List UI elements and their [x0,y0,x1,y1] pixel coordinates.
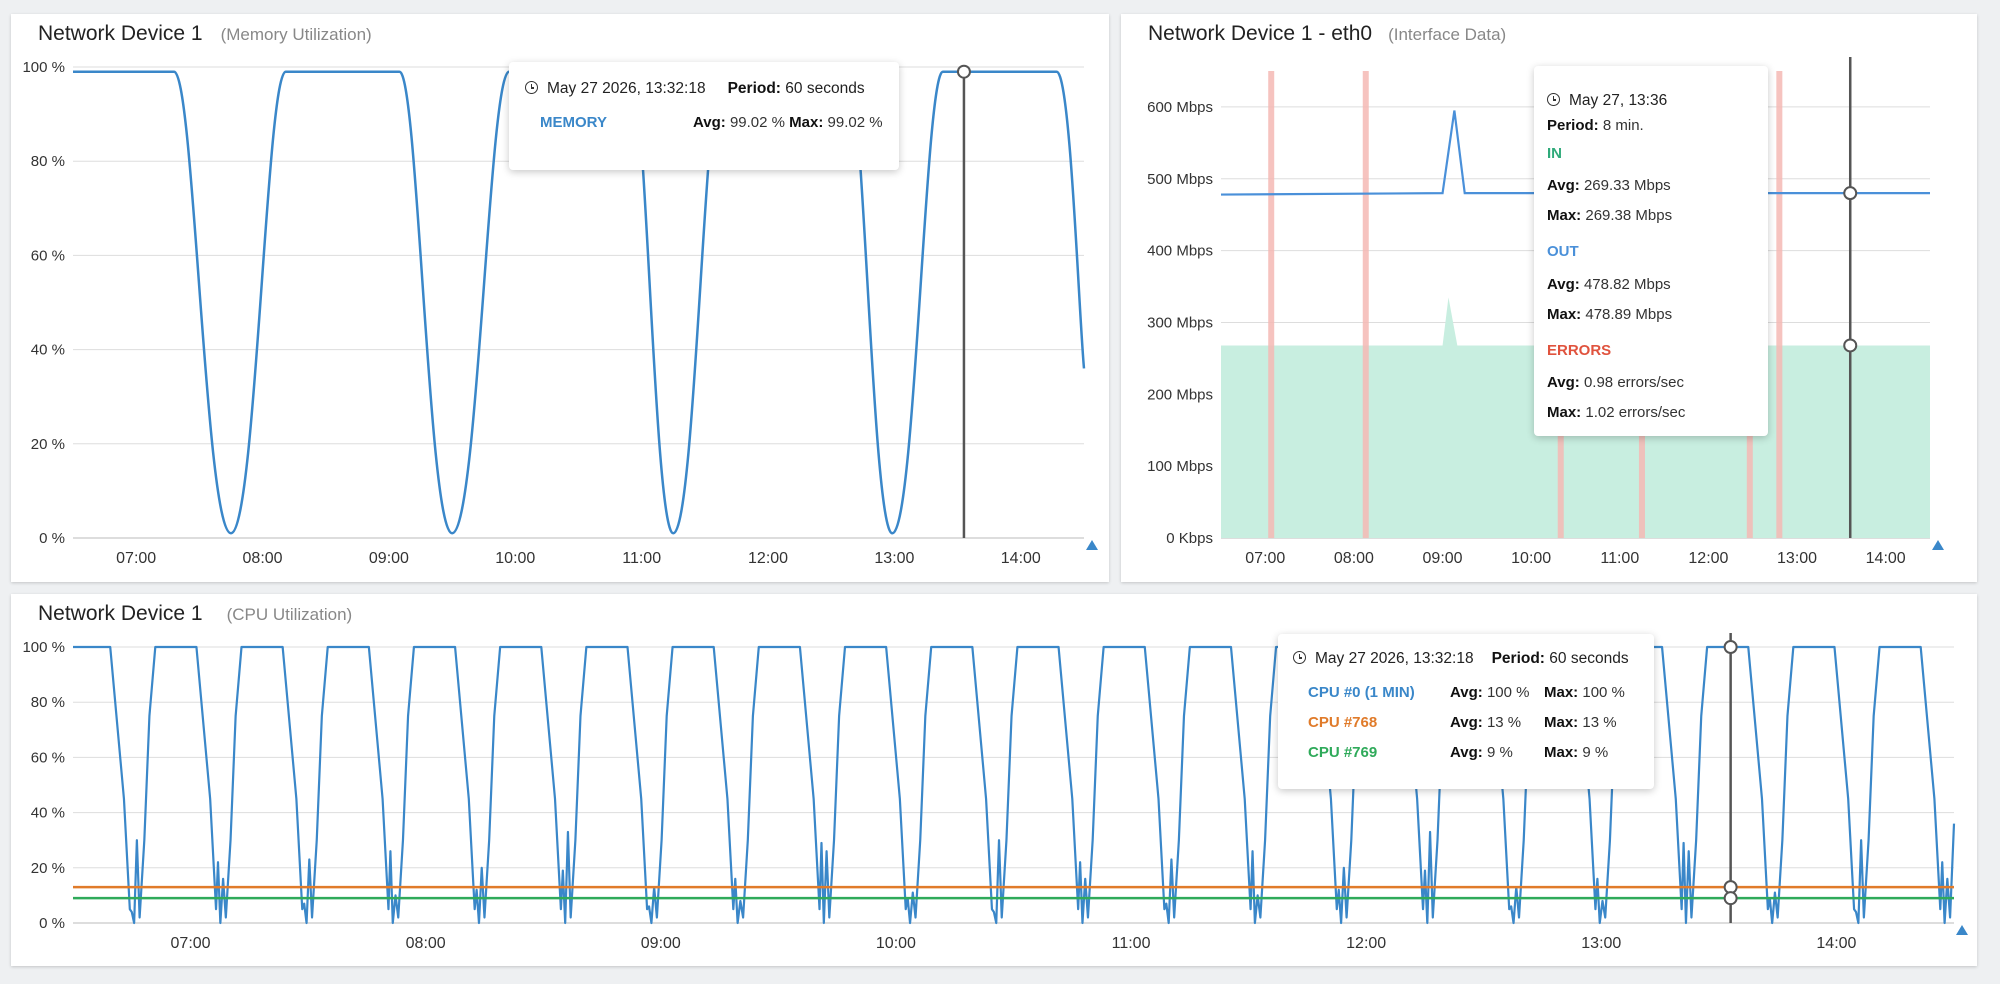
x-tick-label: 12:00 [1688,550,1728,567]
panel-subtitle: (CPU Utilization) [226,605,353,624]
x-tick-label: 08:00 [406,935,446,952]
cpu0-series-line [73,645,1956,925]
y-tick-label: 40 % [31,342,65,359]
y-tick-label: 60 % [31,749,65,766]
cursor-point [1723,640,1738,654]
panel-subtitle: (Interface Data) [1388,25,1507,44]
x-tick-label: 08:00 [243,550,283,567]
x-tick-label: 10:00 [495,550,535,567]
x-tick-label: 07:00 [171,935,211,952]
x-tick-label: 13:00 [1777,550,1817,567]
y-tick-label: 100 % [22,59,65,76]
panel-title: Network Device 1 (Memory Utilization) [38,22,372,45]
x-tick-label: 12:00 [748,550,788,567]
cursor-point [956,64,971,79]
cpu-panel: Network Device 1 (CPU Utilization) 0 % 20 … [11,594,1977,966]
out-label: OUT [1547,243,1579,260]
cursor-point [1723,891,1738,906]
errors-label: ERRORS [1547,342,1612,359]
x-tick-label: 07:00 [1245,550,1285,567]
y-tick-label: 300 Mbps [1147,314,1213,331]
memory-series-line [73,70,1086,535]
x-tick-label: 11:00 [1600,550,1639,567]
y-tick-label: 100 % [22,639,65,656]
cursor-point [1843,338,1858,353]
x-tick-label: 12:00 [1346,935,1386,952]
scroll-marker-icon [1956,925,1968,935]
x-tick-label: 08:00 [1334,550,1374,567]
x-tick-label: 14:00 [1866,550,1906,567]
y-tick-label: 600 Mbps [1147,99,1213,116]
tooltip-time: May 27 2026, 13:32:18 [547,80,706,97]
error-bar [1776,71,1783,538]
error-bar [1362,71,1369,538]
y-tick-label: 0 % [39,915,65,932]
x-tick-label: 14:00 [1001,550,1041,567]
panel-title: Network Device 1 - eth0 (Interface Data) [1148,22,1507,45]
y-tick-label: 20 % [31,436,65,453]
x-tick-label: 10:00 [1511,550,1551,567]
memory-panel: Network Device 1 (Memory Utilization) 0 %… [11,14,1109,582]
tooltip-series-name: MEMORY [540,114,607,131]
x-tick-label: 07:00 [116,550,156,567]
y-tick-label: 80 % [31,694,65,711]
interface-panel: Network Device 1 - eth0 (Interface Data) … [1121,14,1977,582]
x-tick-label: 11:00 [622,550,661,567]
memory-tooltip: May 27 2026, 13:32:18 Period: 60 seconds … [509,62,899,170]
scroll-marker-icon [1086,540,1098,550]
cpu-chart[interactable]: 0 % 20 % 40 % 60 % 80 % 100 % 07:00 08:00 09:00 1… [11,594,1977,966]
memory-chart[interactable]: 0 % 20 % 40 % 60 % 80 % 100 % 07:00 08:00 09:00 1… [11,14,1109,582]
y-tick-label: 0 Kbps [1166,530,1213,547]
y-tick-label: 80 % [31,153,65,170]
y-tick-label: 0 % [39,530,65,547]
x-tick-label: 11:00 [1112,935,1151,952]
x-tick-label: 14:00 [1816,935,1856,952]
interface-tooltip: May 27, 13:36 Period: 8 min. IN Avg: 269… [1534,66,1768,436]
y-tick-label: 60 % [31,247,65,264]
y-tick-label: 40 % [31,805,65,822]
error-bar [1268,71,1275,538]
x-tick-label: 13:00 [1581,935,1621,952]
cpu-tooltip: May 27 2026, 13:32:18 Period: 60 seconds … [1278,634,1654,789]
y-tick-label: 500 Mbps [1147,171,1213,188]
cursor-point [1843,186,1858,201]
y-tick-label: 20 % [31,860,65,877]
clock-icon [525,81,538,94]
panel-subtitle: (Memory Utilization) [220,25,372,44]
in-label: IN [1547,145,1562,162]
x-tick-label: 10:00 [876,935,916,952]
y-tick-label: 400 Mbps [1147,243,1213,260]
x-tick-label: 09:00 [641,935,681,952]
x-tick-label: 13:00 [874,550,914,567]
clock-icon [1547,93,1560,106]
x-tick-label: 09:00 [369,550,409,567]
clock-icon [1293,651,1306,664]
x-tick-label: 09:00 [1423,550,1463,567]
y-tick-label: 100 Mbps [1147,458,1213,475]
scroll-marker-icon [1932,540,1944,550]
y-tick-label: 200 Mbps [1147,386,1213,403]
panel-title: Network Device 1 (CPU Utilization) [38,602,353,625]
